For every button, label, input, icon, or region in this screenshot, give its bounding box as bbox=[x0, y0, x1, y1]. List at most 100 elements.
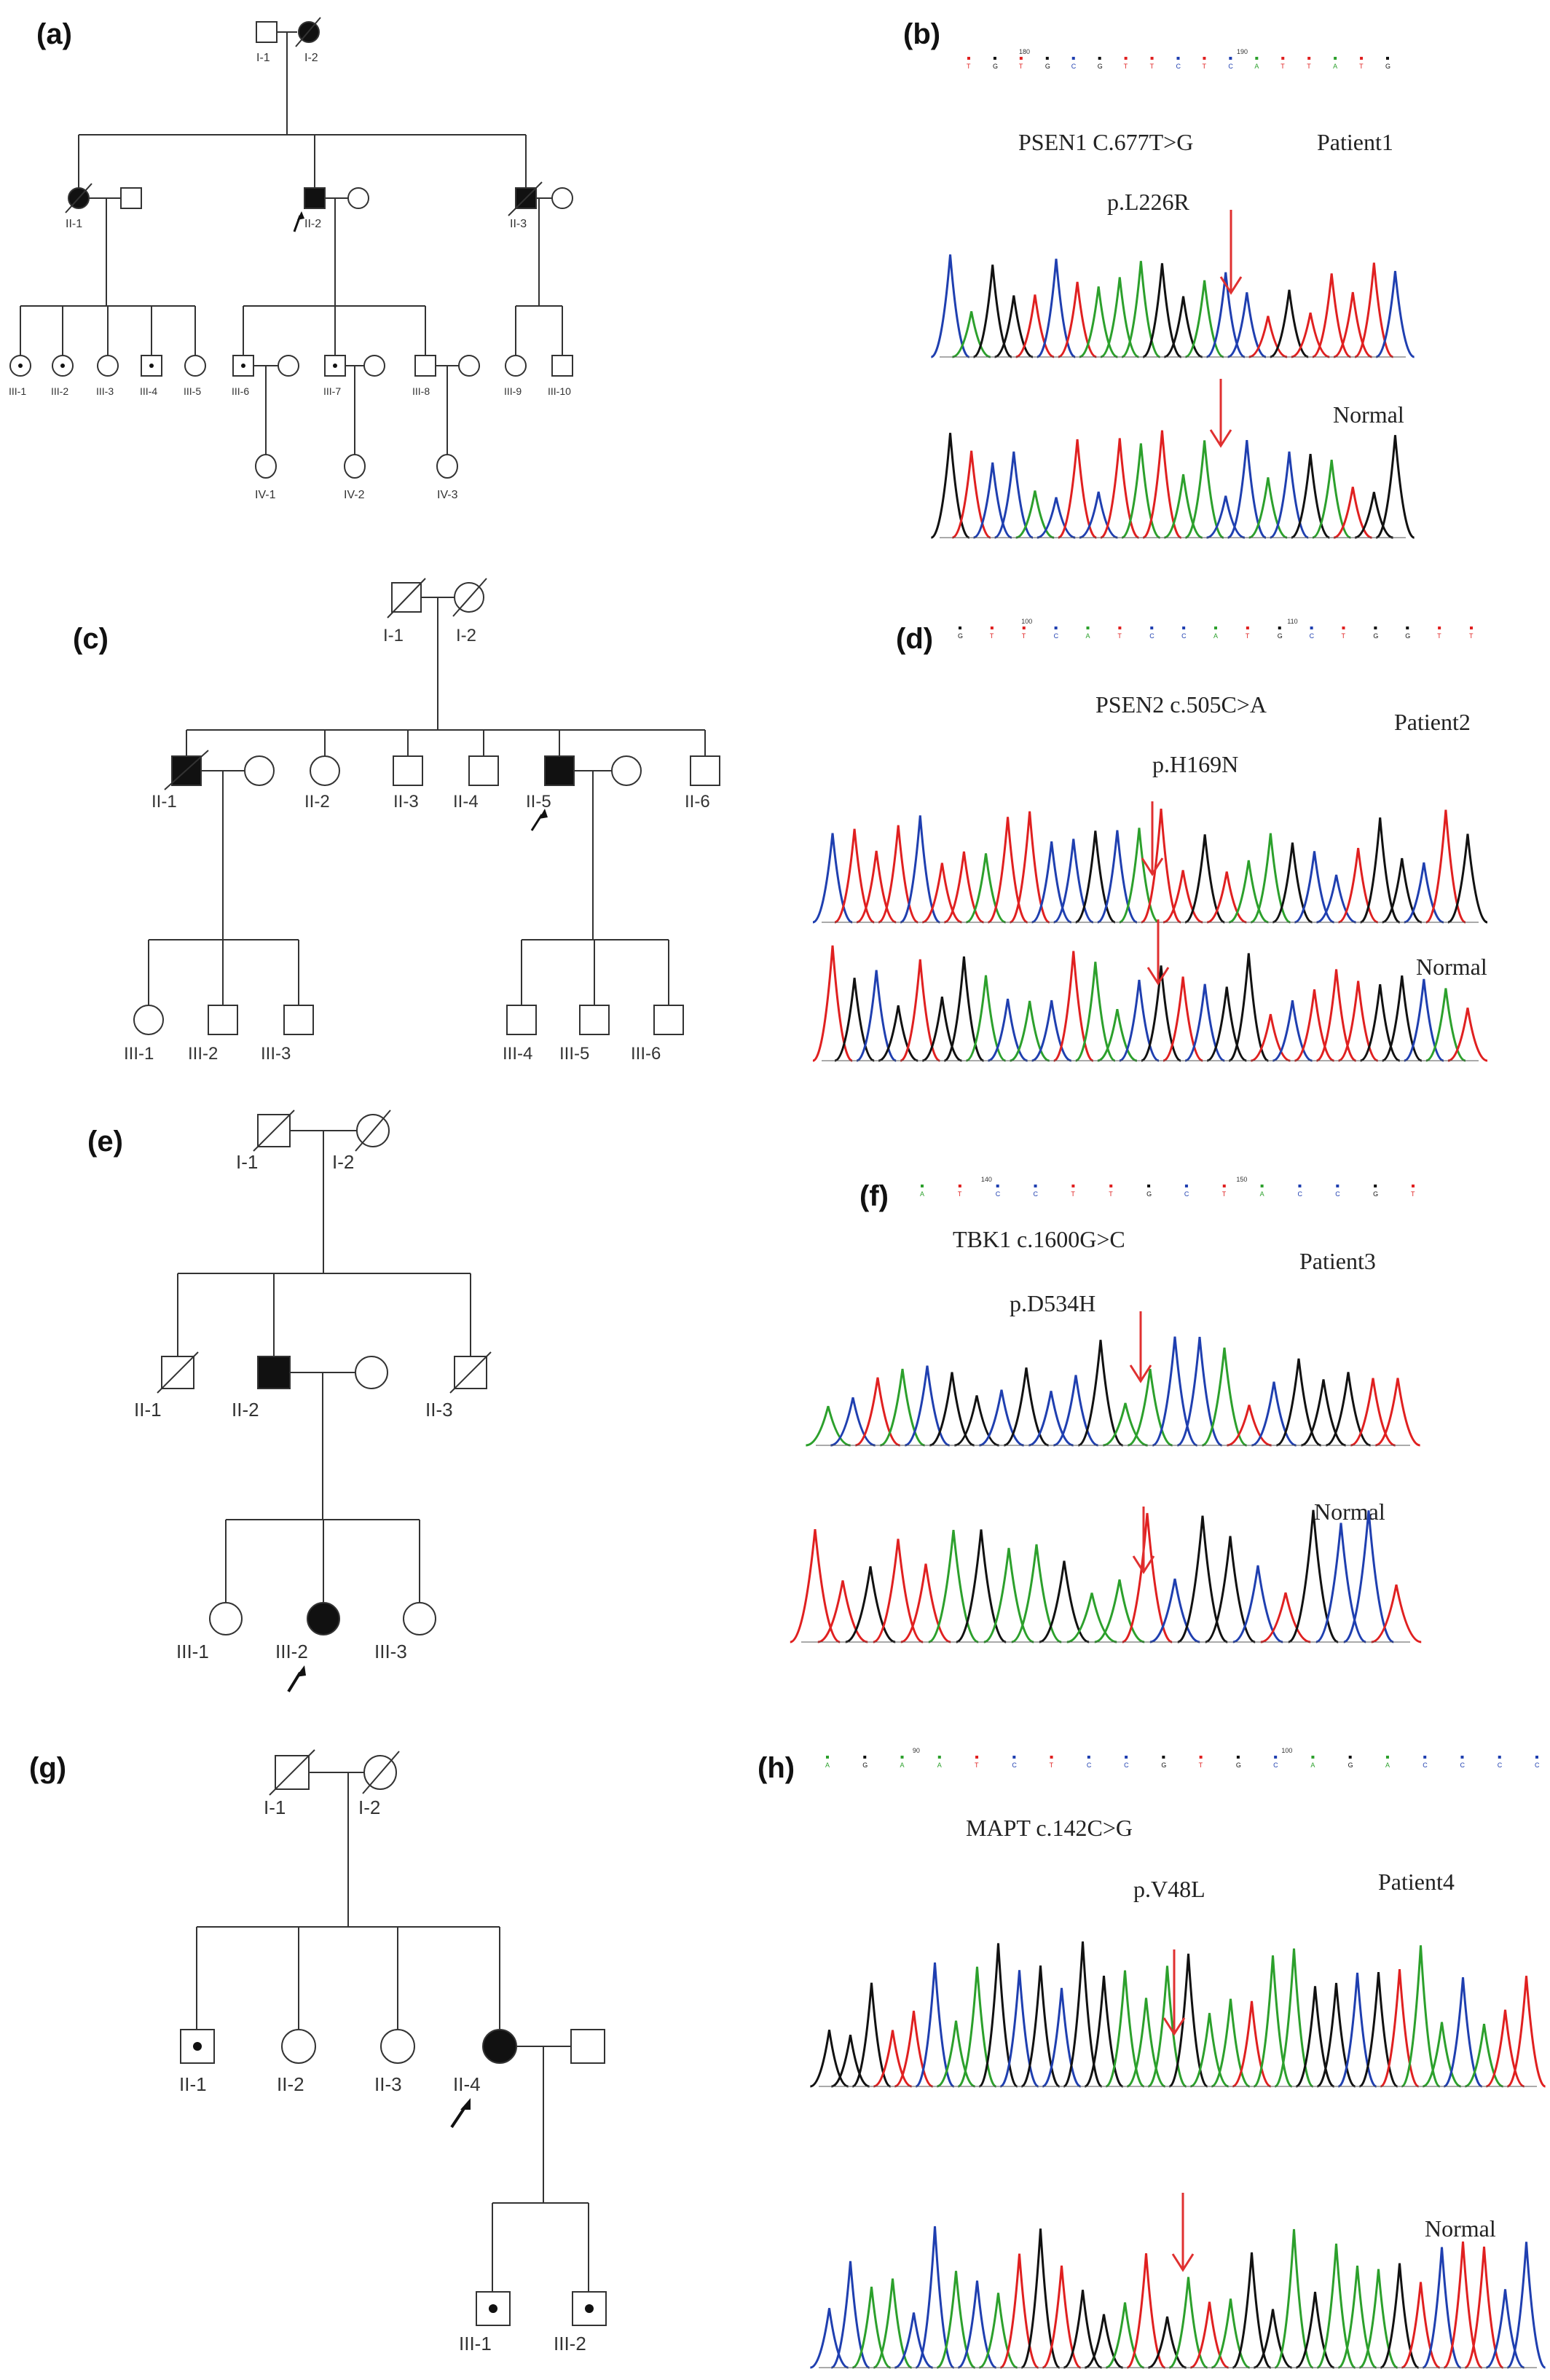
trace-peak bbox=[1205, 1536, 1256, 1643]
base-marker bbox=[1386, 57, 1389, 60]
svg-text:II-2: II-2 bbox=[277, 2073, 304, 2095]
trace-peak bbox=[1058, 439, 1097, 539]
base-letter: T bbox=[1411, 1190, 1415, 1198]
base-letter: A bbox=[920, 1190, 924, 1198]
svg-text:I-2: I-2 bbox=[358, 1796, 380, 1818]
trace-peak bbox=[1206, 871, 1247, 924]
svg-text:III-3: III-3 bbox=[374, 1641, 407, 1662]
base-letter: C bbox=[1297, 1190, 1302, 1198]
trace-peak bbox=[1404, 862, 1444, 924]
trace-peak bbox=[1163, 474, 1203, 539]
base-letter: C bbox=[1054, 632, 1059, 640]
base-letter: C bbox=[1087, 1762, 1092, 1769]
trace-peak bbox=[1232, 2252, 1272, 2369]
trace-peak bbox=[954, 1395, 999, 1447]
base-letter: T bbox=[1019, 63, 1023, 70]
svg-text:III-1: III-1 bbox=[176, 1641, 209, 1662]
pedigree-e-labels: I-1 I-2 II-1 II-2 II-3 III-1 III-2 III-3 bbox=[134, 1151, 453, 1662]
trace-peak bbox=[1337, 2265, 1377, 2369]
base-letter: A bbox=[1213, 632, 1218, 640]
trace-peak bbox=[790, 1529, 841, 1643]
ruler-number: 150 bbox=[1236, 1176, 1247, 1183]
svg-text:II-3: II-3 bbox=[374, 2073, 402, 2095]
panel-label-b: (b) bbox=[903, 18, 940, 50]
trace-peak bbox=[1028, 1391, 1074, 1447]
base-letter: G bbox=[1146, 1190, 1152, 1198]
pedigree-g-labels: I-1 I-2 II-1 II-2 II-3 II-4 III-1 III-2 bbox=[179, 1796, 586, 2355]
trace-peak bbox=[915, 2226, 955, 2369]
panel-h-trace-normal bbox=[810, 2226, 1546, 2369]
svg-text:II-4: II-4 bbox=[453, 792, 479, 812]
base-marker bbox=[1150, 627, 1154, 629]
trace-peak bbox=[1121, 443, 1161, 539]
ruler-number: 190 bbox=[1237, 48, 1248, 55]
svg-text:III-6: III-6 bbox=[232, 385, 249, 397]
trace-peak bbox=[936, 2271, 976, 2369]
trace-peak bbox=[1382, 857, 1423, 924]
trace-peak bbox=[1316, 1982, 1356, 2088]
trace-peak bbox=[1100, 438, 1139, 539]
base-marker bbox=[826, 1756, 829, 1759]
base-marker bbox=[990, 627, 994, 629]
base-marker bbox=[900, 1756, 904, 1759]
base-letter: A bbox=[825, 1762, 830, 1769]
trace-peak bbox=[1168, 2277, 1208, 2369]
trace-peak bbox=[1053, 839, 1094, 924]
svg-text:III-7: III-7 bbox=[323, 385, 341, 397]
svg-text:II-3: II-3 bbox=[425, 1399, 453, 1421]
svg-text:II-2: II-2 bbox=[304, 792, 330, 812]
trace-peak bbox=[1149, 1578, 1200, 1643]
trace-peak bbox=[1206, 495, 1246, 539]
trace-peak bbox=[978, 2293, 1018, 2369]
trace-peak bbox=[930, 433, 970, 539]
trace-peak bbox=[873, 2030, 912, 2088]
base-marker bbox=[1098, 57, 1101, 60]
svg-text:I-1: I-1 bbox=[383, 626, 404, 645]
base-letter: T bbox=[1150, 63, 1154, 70]
base-marker bbox=[1236, 1756, 1240, 1759]
trace-peak bbox=[810, 2308, 849, 2369]
trace-peak bbox=[937, 2020, 975, 2088]
panel-h-patient: Patient4 bbox=[1378, 1869, 1455, 1895]
trace-peak bbox=[1338, 981, 1379, 1062]
trace-peak bbox=[1128, 1368, 1173, 1447]
trace-peak bbox=[956, 1529, 1007, 1643]
base-letter: T bbox=[1437, 632, 1441, 640]
trace-peak bbox=[1254, 2309, 1292, 2369]
base-letter: T bbox=[1202, 63, 1206, 70]
svg-text:II-3: II-3 bbox=[510, 218, 527, 230]
trace-peak bbox=[1425, 809, 1466, 924]
base-marker bbox=[921, 1185, 924, 1187]
trace-peak bbox=[1015, 294, 1055, 358]
panel-d-text: PSEN2 c.505C>A Patient2 p.H169N Normal bbox=[1095, 691, 1487, 980]
svg-text:II-5: II-5 bbox=[526, 792, 551, 812]
pedigree-a bbox=[9, 17, 573, 479]
svg-text:I-2: I-2 bbox=[332, 1151, 354, 1173]
trace-peak bbox=[1190, 2301, 1229, 2369]
base-marker bbox=[1229, 57, 1232, 60]
trace-peak bbox=[921, 996, 962, 1062]
trace-peak bbox=[1184, 834, 1225, 924]
base-letter: G bbox=[1373, 1190, 1378, 1198]
trace-peak bbox=[929, 1372, 975, 1447]
base-marker bbox=[1406, 627, 1409, 629]
base-marker bbox=[1034, 1185, 1037, 1187]
trace-peak bbox=[1248, 477, 1288, 539]
trace-peak bbox=[1206, 272, 1246, 358]
panel-d-ruler: G T T C A T C C A T G C T G G T T 100 110 bbox=[958, 618, 1474, 640]
trace-peak bbox=[1075, 962, 1116, 1062]
trace-peak bbox=[1119, 979, 1160, 1062]
trace-peak bbox=[994, 451, 1034, 539]
ruler-number: 180 bbox=[1019, 48, 1030, 55]
trace-peak bbox=[1053, 1375, 1098, 1447]
trace-peak bbox=[900, 959, 940, 1062]
base-letter: A bbox=[1385, 1762, 1390, 1769]
trace-peak bbox=[943, 956, 984, 1062]
base-letter: C bbox=[1498, 1762, 1503, 1769]
trace-peak bbox=[1004, 1367, 1049, 1447]
trace-peak bbox=[1354, 492, 1393, 539]
ruler-number: 100 bbox=[1281, 1747, 1292, 1754]
trace-peak bbox=[1270, 289, 1309, 358]
svg-text:II-6: II-6 bbox=[685, 792, 710, 812]
